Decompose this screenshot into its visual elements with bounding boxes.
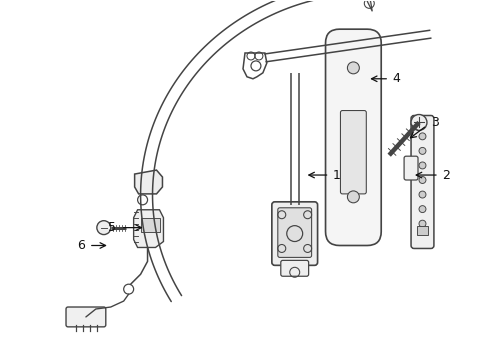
Polygon shape [133, 210, 163, 247]
Circle shape [97, 221, 111, 235]
Circle shape [418, 206, 425, 212]
Text: 3: 3 [430, 116, 438, 129]
FancyBboxPatch shape [325, 29, 381, 246]
Text: 2: 2 [441, 168, 449, 181]
FancyBboxPatch shape [271, 202, 317, 265]
FancyBboxPatch shape [340, 111, 366, 194]
Circle shape [410, 114, 426, 130]
FancyBboxPatch shape [277, 208, 311, 257]
Circle shape [346, 191, 359, 203]
Polygon shape [134, 170, 162, 194]
Circle shape [418, 148, 425, 154]
Circle shape [418, 220, 425, 227]
FancyBboxPatch shape [403, 156, 417, 180]
FancyBboxPatch shape [66, 307, 105, 327]
FancyBboxPatch shape [280, 260, 308, 276]
Circle shape [346, 62, 359, 74]
Text: 5: 5 [107, 221, 116, 234]
Polygon shape [366, 0, 371, 11]
Circle shape [418, 133, 425, 140]
Circle shape [418, 191, 425, 198]
Bar [141, 218, 160, 231]
Bar [416, 226, 427, 235]
Text: 4: 4 [391, 72, 399, 85]
Circle shape [418, 176, 425, 184]
FancyBboxPatch shape [410, 116, 433, 248]
Circle shape [418, 162, 425, 169]
Text: 1: 1 [332, 168, 340, 181]
Text: 6: 6 [77, 239, 85, 252]
